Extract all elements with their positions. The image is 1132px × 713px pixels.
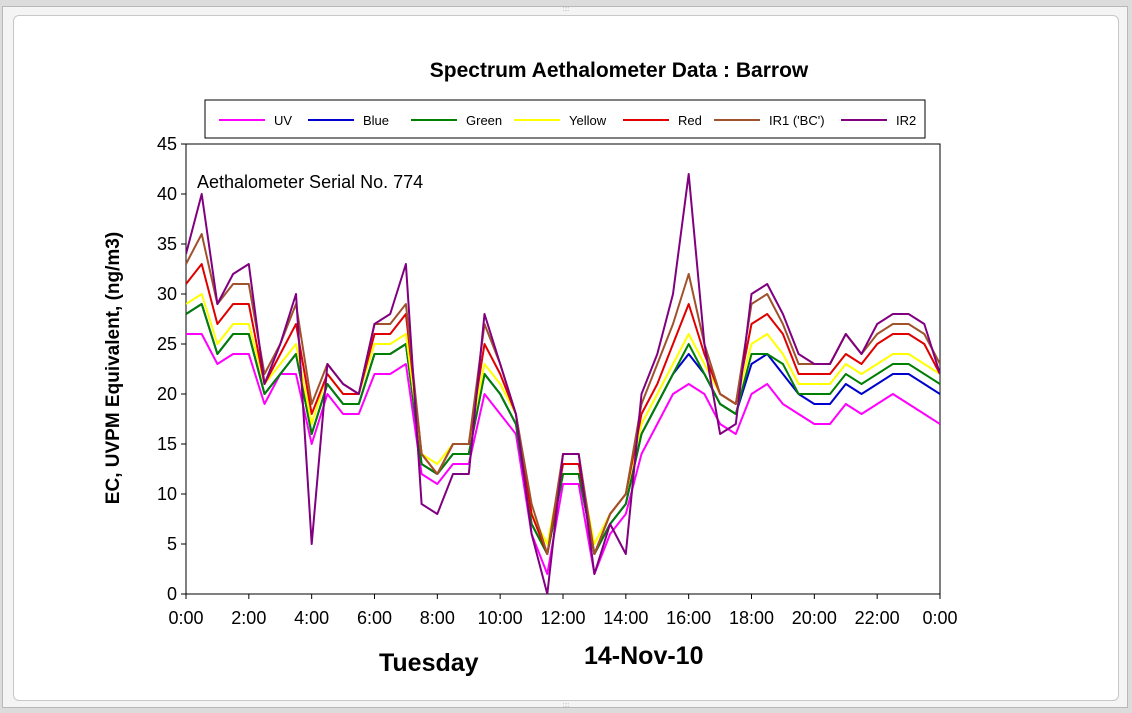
x-tick-label: 6:00: [357, 608, 392, 628]
plot-frame: [185, 143, 941, 595]
x-tick-label: 14:00: [603, 608, 648, 628]
bottom-resize-handle[interactable]: ::::: [562, 703, 570, 709]
chart-title: Spectrum Aethalometer Data : Barrow: [430, 59, 809, 82]
chart-legend[interactable]: UV Blue Green Yellow Red IR1 ('BC') IR2: [204, 99, 926, 139]
x-tick-label: 16:00: [666, 608, 711, 628]
legend-label-5: IR1 ('BC'): [769, 113, 825, 128]
series-line-6[interactable]: [186, 173, 940, 594]
y-tick-label: 5: [167, 534, 177, 554]
y-tick-label: 45: [157, 134, 177, 154]
x-tick-label: 0:00: [168, 608, 203, 628]
x-tick-label: 2:00: [231, 608, 266, 628]
x-tick-label: 0:00: [922, 608, 957, 628]
legend-label-4: Red: [678, 113, 702, 128]
chart-svg: Spectrum Aethalometer Data : Barrow UV Bl…: [103, 59, 958, 677]
date-label: 14-Nov-10: [584, 642, 704, 670]
legend-label-6: IR2: [896, 113, 916, 128]
y-tick-label: 25: [157, 334, 177, 354]
x-tick-label: 18:00: [729, 608, 774, 628]
series-line-0[interactable]: [186, 333, 940, 575]
x-tick-label: 8:00: [420, 608, 455, 628]
y-tick-label: 15: [157, 434, 177, 454]
x-tick-label: 10:00: [478, 608, 523, 628]
y-tick-label: 30: [157, 284, 177, 304]
legend-label-1: Blue: [363, 113, 389, 128]
chart-annotation: Aethalometer Serial No. 774: [197, 172, 423, 192]
chart-area[interactable]: Spectrum Aethalometer Data : Barrow UV Bl…: [13, 15, 1119, 701]
series-line-2[interactable]: [186, 303, 940, 555]
plot-area: 0 5 10 15 20 25 30 35 40 45 0:00 2:00 4:00 6:00 8:00 10…: [157, 134, 958, 628]
y-tick-label: 10: [157, 484, 177, 504]
top-resize-handle[interactable]: ::::: [562, 7, 570, 13]
y-axis-label: EC, UVPM Equivalent, (ng/m3): [103, 232, 124, 504]
legend-label-2: Green: [466, 113, 502, 128]
y-tick-label: 0: [167, 584, 177, 604]
series-lines: [186, 173, 940, 594]
day-label: Tuesday: [379, 649, 479, 677]
series-line-4[interactable]: [186, 263, 940, 555]
x-tick-label: 4:00: [294, 608, 329, 628]
x-tick-label: 20:00: [792, 608, 837, 628]
x-tick-label: 22:00: [855, 608, 900, 628]
legend-label-0: UV: [274, 113, 292, 128]
x-tick-label: 12:00: [540, 608, 585, 628]
y-tick-label: 20: [157, 384, 177, 404]
y-tick-label: 35: [157, 234, 177, 254]
legend-label-3: Yellow: [569, 113, 607, 128]
y-tick-label: 40: [157, 184, 177, 204]
